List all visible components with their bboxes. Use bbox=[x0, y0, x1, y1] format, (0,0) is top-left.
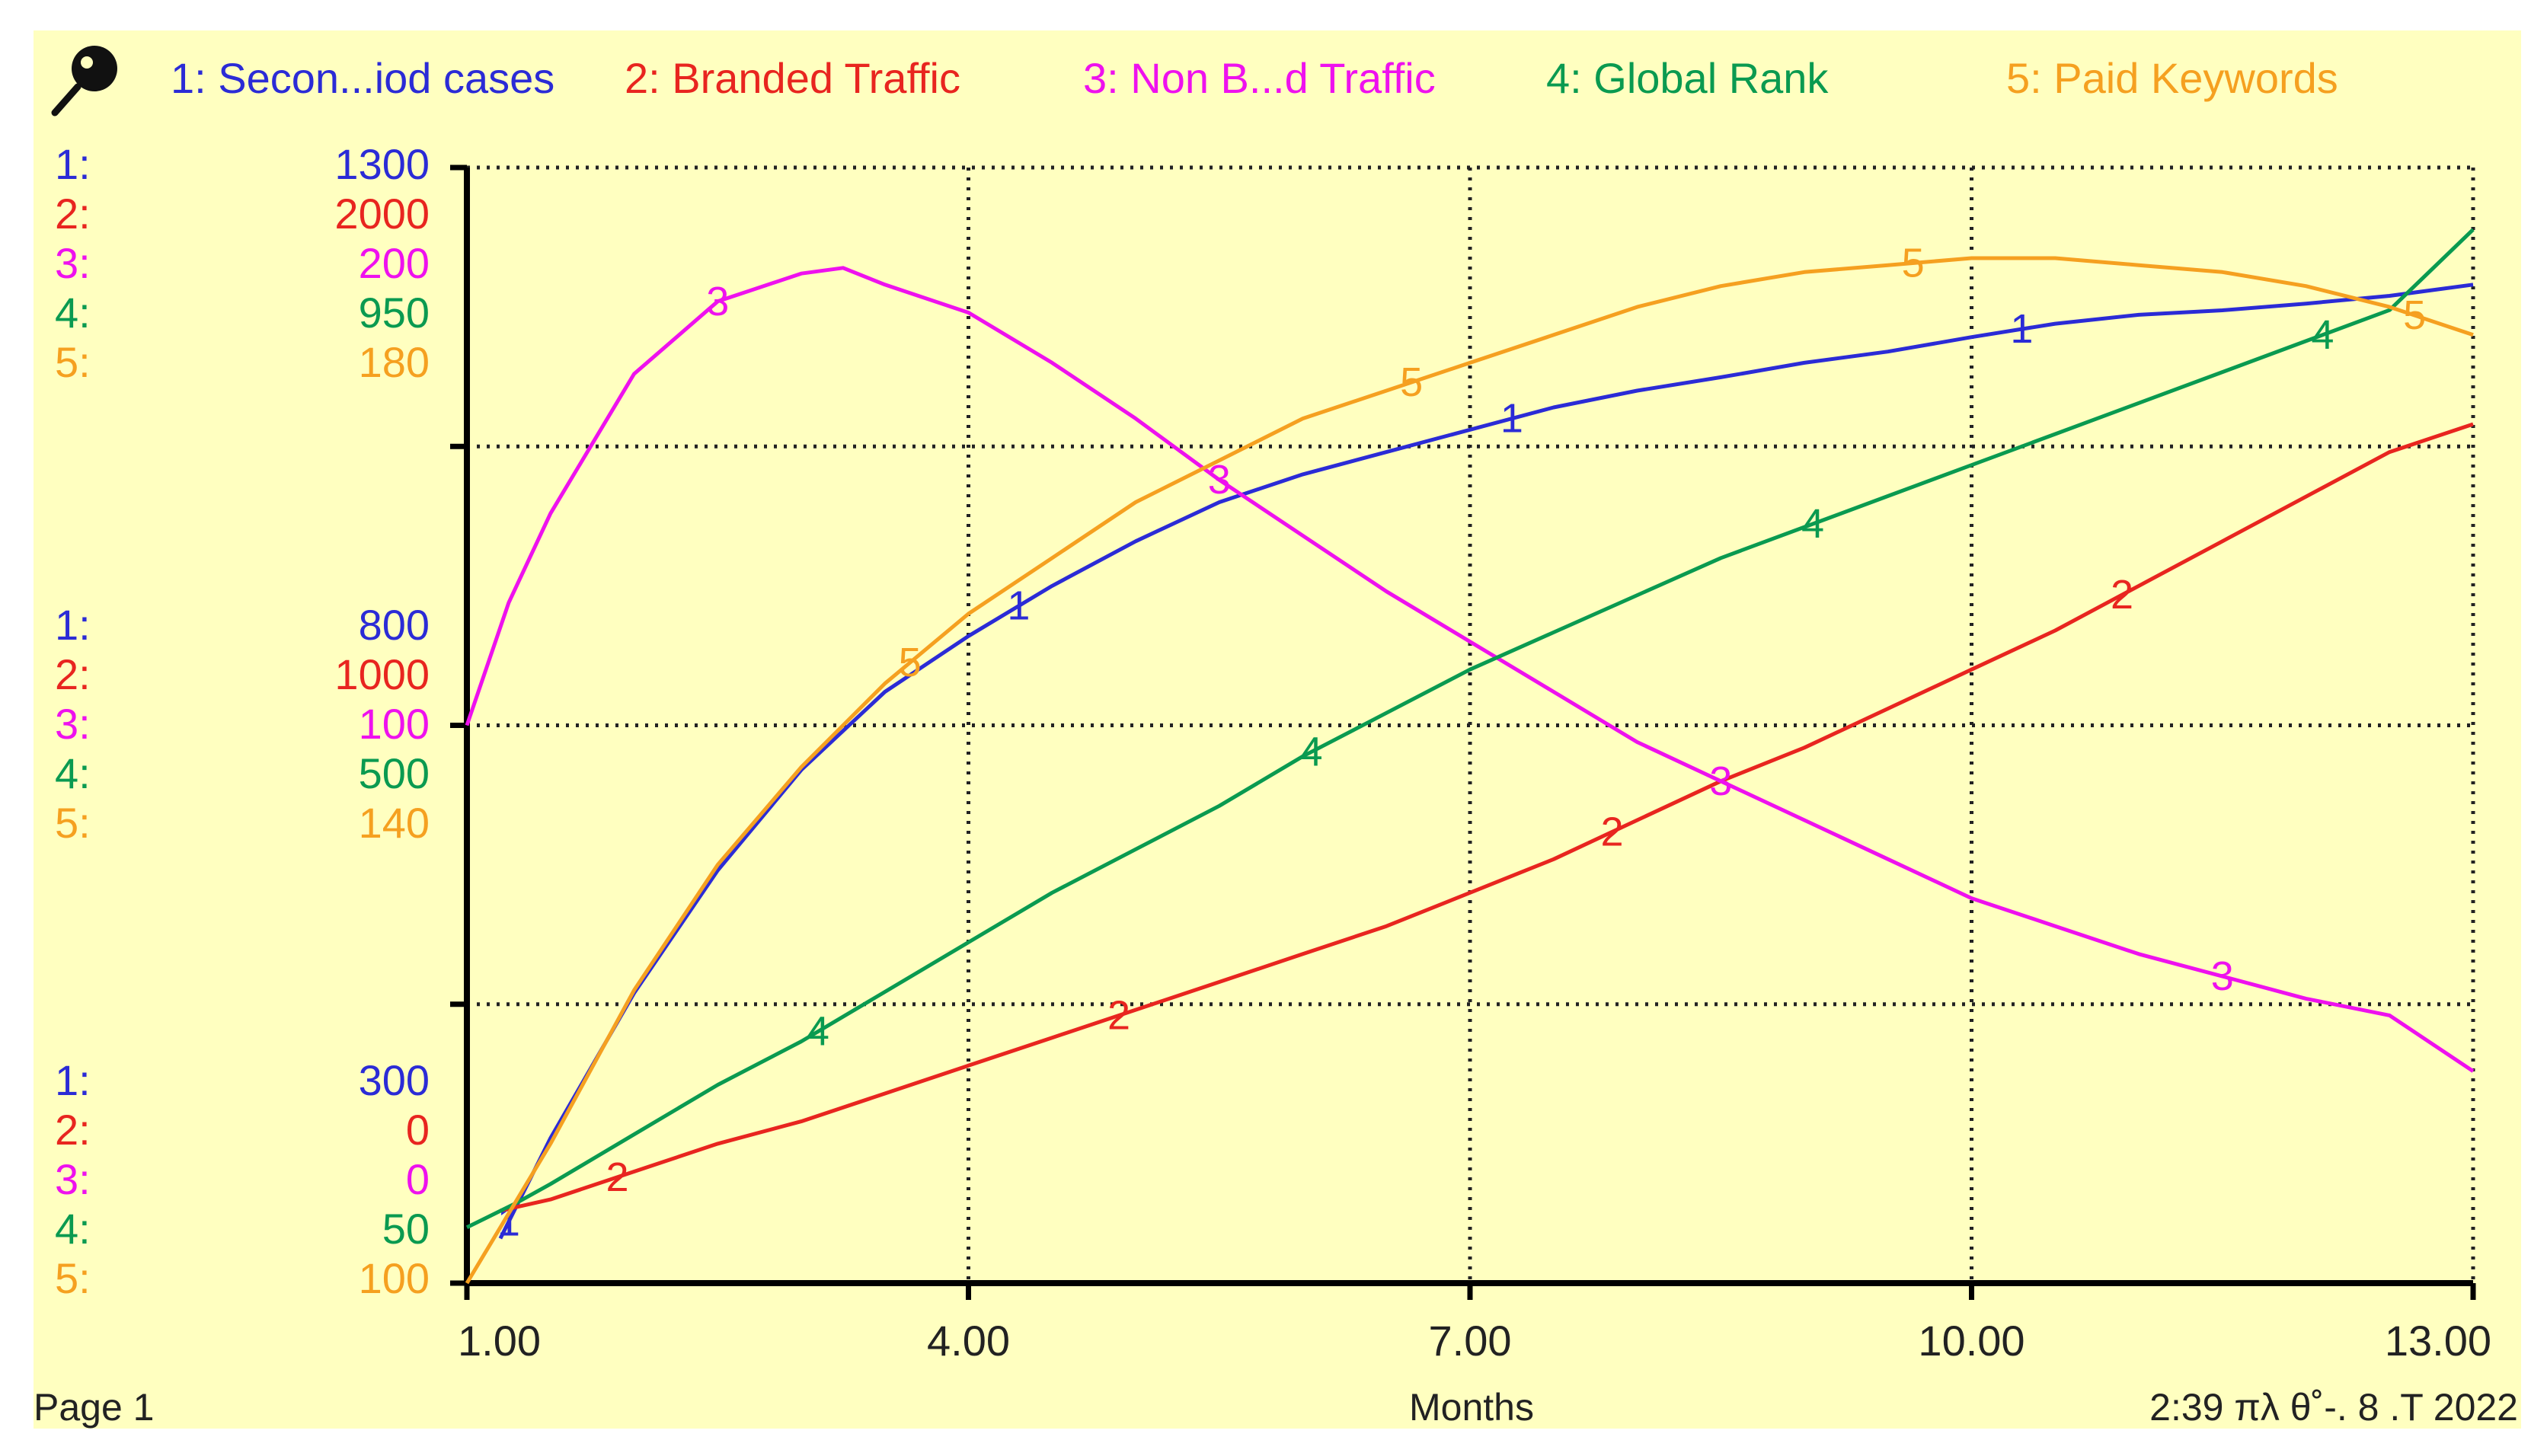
legend-item-5[interactable]: 5: Paid Keywords bbox=[2006, 54, 2338, 102]
scale-top-value-5: 180 bbox=[359, 338, 430, 386]
scale-mid-prefix-3: 3: bbox=[55, 700, 91, 748]
series-3-marker-label: 3 bbox=[1709, 758, 1732, 804]
chart-svg: 1: Secon...iod cases 2: Branded Traffic 3:… bbox=[34, 46, 2518, 1429]
scale-mid-value-1: 800 bbox=[359, 601, 430, 649]
scale-bottom-value-4: 50 bbox=[382, 1205, 430, 1253]
scale-bottom-value-5: 100 bbox=[359, 1254, 430, 1302]
series-3-marker-label: 3 bbox=[706, 279, 729, 324]
series-4-marker-label: 4 bbox=[1299, 729, 1322, 774]
scale-bottom-value-3: 0 bbox=[406, 1155, 430, 1203]
scale-mid-value-2: 1000 bbox=[334, 650, 430, 698]
scale-top-prefix-5: 5: bbox=[55, 338, 91, 386]
legend: 1: Secon...iod cases 2: Branded Traffic 3:… bbox=[171, 54, 2338, 102]
axes bbox=[450, 164, 2476, 1300]
series-2-marker-label: 2 bbox=[2111, 572, 2133, 618]
timestamp: 2:39 πλ θ˚-. 8 .T 2022 bbox=[2149, 1386, 2518, 1429]
scale-bottom-value-1: 300 bbox=[359, 1056, 430, 1104]
series-5-line bbox=[465, 256, 2474, 1285]
series-2-line bbox=[500, 422, 2474, 1213]
series-5-marker-label: 5 bbox=[1400, 359, 1423, 405]
scale-mid-prefix-5: 5: bbox=[55, 799, 91, 847]
scale-top-prefix-1: 1: bbox=[55, 140, 91, 188]
x-axis-label: Months bbox=[1409, 1386, 1534, 1429]
scale-mid-value-3: 100 bbox=[359, 700, 430, 748]
magnifier-pin-icon[interactable] bbox=[51, 46, 117, 117]
scale-bottom-prefix-4: 4: bbox=[55, 1205, 91, 1253]
series-5-marker-label: 5 bbox=[1902, 240, 1925, 286]
scale-top-value-1: 1300 bbox=[334, 140, 430, 188]
scale-mid-prefix-1: 1: bbox=[55, 601, 91, 649]
series-5-marker-label: 5 bbox=[899, 640, 922, 685]
scale-bottom-value-2: 0 bbox=[406, 1106, 430, 1154]
scale-top-value-2: 2000 bbox=[334, 190, 430, 238]
scale-mid-value-5: 140 bbox=[359, 799, 430, 847]
series-3-marker-label: 3 bbox=[2211, 953, 2234, 999]
legend-item-3[interactable]: 3: Non B...d Traffic bbox=[1083, 54, 1436, 102]
scale-bottom-prefix-2: 2: bbox=[55, 1106, 91, 1154]
scale-mid-prefix-4: 4: bbox=[55, 749, 91, 797]
scale-top-prefix-2: 2: bbox=[55, 190, 91, 238]
series-2: 2 2 2 2 bbox=[500, 422, 2474, 1213]
series-2-marker-label: 2 bbox=[1107, 992, 1130, 1038]
x-tick-label: 1.00 bbox=[458, 1317, 541, 1365]
x-tick-label: 10.00 bbox=[1918, 1317, 2024, 1365]
series-1-marker-label: 1 bbox=[1500, 396, 1523, 442]
x-tick-label: 4.00 bbox=[927, 1317, 1010, 1365]
series-3-line bbox=[465, 266, 2475, 1073]
series-4: 4 4 4 4 bbox=[465, 228, 2475, 1230]
scale-top-value-4: 950 bbox=[359, 289, 430, 337]
scale-mid-value-4: 500 bbox=[359, 749, 430, 797]
x-tick-label: 13.00 bbox=[2385, 1317, 2491, 1365]
scale-bottom-prefix-5: 5: bbox=[55, 1254, 91, 1302]
legend-item-2[interactable]: 2: Branded Traffic bbox=[625, 54, 960, 102]
legend-item-1[interactable]: 1: Secon...iod cases bbox=[171, 54, 554, 102]
x-tick-labels: 1.00 4.00 7.00 10.00 13.00 bbox=[458, 1317, 2491, 1365]
chart-panel: 1: Secon...iod cases 2: Branded Traffic 3:… bbox=[34, 30, 2521, 1429]
legend-item-4[interactable]: 4: Global Rank bbox=[1546, 54, 1829, 102]
series-4-marker-label: 4 bbox=[807, 1009, 829, 1055]
series-1-marker-label: 1 bbox=[1007, 583, 1030, 629]
scale-top-prefix-4: 4: bbox=[55, 289, 91, 337]
series-5: 5 5 5 5 bbox=[465, 240, 2474, 1285]
series-4-marker-label: 4 bbox=[1801, 501, 1824, 547]
series-1-line bbox=[498, 283, 2474, 1240]
gridlines bbox=[467, 165, 2475, 1283]
scale-bottom-prefix-1: 1: bbox=[55, 1056, 91, 1104]
x-tick-label: 7.00 bbox=[1429, 1317, 1512, 1365]
page-label[interactable]: Page 1 bbox=[34, 1386, 154, 1429]
series-1-marker-label: 1 bbox=[2010, 306, 2033, 352]
scale-top-prefix-3: 3: bbox=[55, 239, 91, 287]
series-5-marker-label: 5 bbox=[2403, 292, 2426, 338]
series-2-marker-label: 2 bbox=[606, 1154, 629, 1200]
scale-mid-prefix-2: 2: bbox=[55, 650, 91, 698]
series-4-line bbox=[465, 228, 2475, 1230]
series-2-marker-label: 2 bbox=[1601, 809, 1624, 854]
series-4-marker-label: 4 bbox=[2311, 312, 2334, 358]
scale-bottom-prefix-3: 3: bbox=[55, 1155, 91, 1203]
scale-top-value-3: 200 bbox=[359, 239, 430, 287]
